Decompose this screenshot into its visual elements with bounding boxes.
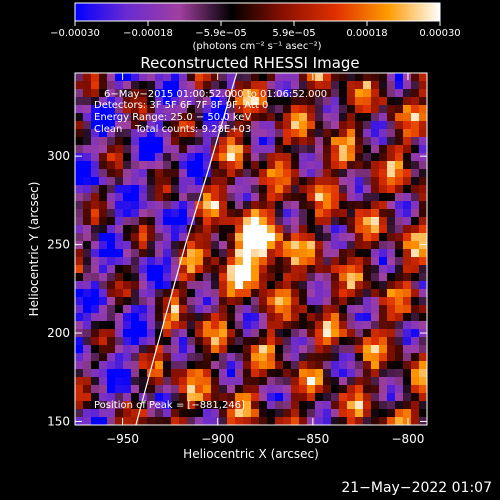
x-tick-label: −850 — [296, 432, 329, 446]
y-axis-label: Heliocentric Y (arcsec) — [27, 182, 41, 317]
y-tick-label: 300 — [47, 149, 70, 163]
y-tick-label: 250 — [47, 238, 70, 252]
colorbar: −0.00030 −0.00018 −5.9e−05 5.9e−05 0.00018 0.… — [50, 2, 461, 52]
colorbar-tick-label: −0.00018 — [123, 28, 173, 39]
colorbar-tick-label: 0.00030 — [419, 28, 460, 39]
colorbar-tick-label: −0.00030 — [50, 28, 100, 39]
x-tick-label: −900 — [201, 432, 234, 446]
colorbar-ticks: −0.00030 −0.00018 −5.9e−05 5.9e−05 0.00018 0.… — [50, 21, 461, 39]
colorbar-tick-label: 5.9e−05 — [272, 28, 315, 39]
heatmap-image — [75, 73, 427, 425]
annotation-peak-position: Position of Peak = [−881,246] — [94, 400, 245, 411]
y-tick-label: 200 — [47, 326, 70, 340]
annotation-clean-counts: Clean Total counts: 9.28E+03 — [94, 124, 251, 135]
y-tick-label: 150 — [47, 414, 70, 428]
annotation-time-range: 6−May−2015 01:00:52.000 to 01:06:52.000 — [104, 89, 327, 100]
annotation-block: 6−May−2015 01:00:52.000 to 01:06:52.000 … — [94, 89, 327, 411]
colorbar-gradient — [74, 2, 441, 22]
x-tick-label: −950 — [106, 432, 139, 446]
colorbar-tick-label: 0.00018 — [346, 28, 387, 39]
colorbar-unit-label: (photons cm⁻² s⁻¹ asec⁻²) — [192, 41, 321, 52]
colorbar-tick-label: −5.9e−05 — [195, 28, 247, 39]
annotation-energy-range: Energy Range: 25.0 − 50.0 keV — [94, 112, 251, 123]
plot-frame — [74, 72, 428, 426]
x-axis-label: Heliocentric X (arcsec) — [183, 447, 319, 461]
x-tick-label: −800 — [391, 432, 424, 446]
annotation-detectors: Detectors: 3F 5F 6F 7F 8F 9F, Att 0 — [94, 100, 268, 111]
footer-date: 21−May−2022 01:07 — [341, 480, 492, 496]
y-axis: 150 200 250 300 — [47, 149, 427, 428]
x-axis: −950 −900 −850 −800 — [106, 73, 424, 446]
chart-title: Reconstructed RHESSI Image — [140, 54, 359, 72]
solar-limb-line — [135, 73, 238, 425]
